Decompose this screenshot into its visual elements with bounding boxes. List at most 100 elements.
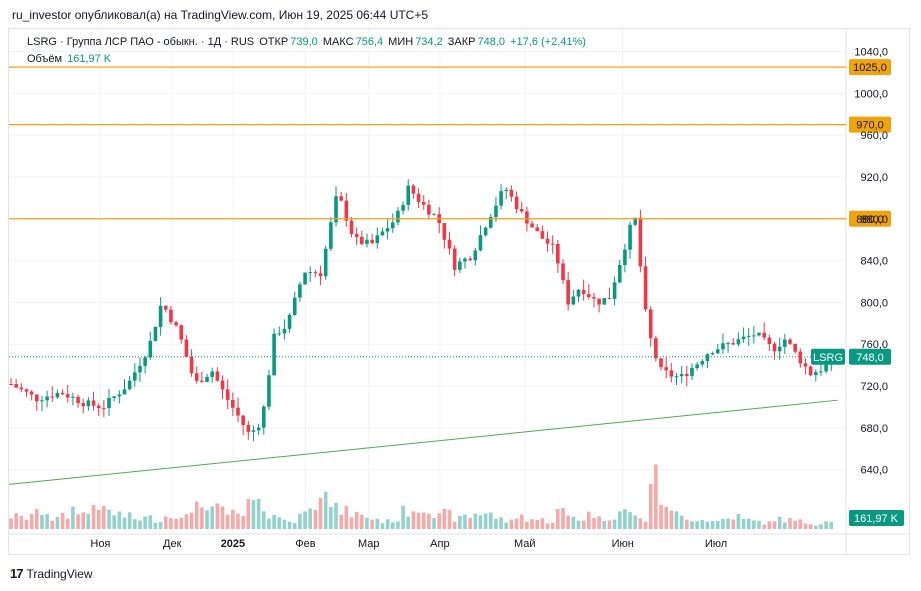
volume-bar xyxy=(705,521,710,529)
open-label: ОТКР xyxy=(259,36,289,48)
tradingview-logo-icon: 17 xyxy=(10,566,24,581)
volume-bar xyxy=(664,506,668,529)
volume-bar xyxy=(318,497,323,529)
candle-body xyxy=(169,309,173,323)
volume-bar xyxy=(638,518,643,529)
candle-body xyxy=(576,289,581,297)
candle-body xyxy=(107,397,111,409)
candle-body xyxy=(710,353,715,355)
candle-body xyxy=(803,363,808,367)
volume-bar xyxy=(65,518,70,529)
y-tick-label: 840,0 xyxy=(860,256,888,268)
candle-body xyxy=(777,346,782,352)
volume-bar xyxy=(633,515,638,529)
tradingview-logo[interactable]: 17 TradingView xyxy=(10,566,93,581)
volume-bar xyxy=(488,512,493,529)
volume-bar xyxy=(783,522,787,529)
price-chart[interactable]: 1025,0 970,0 880,0 LSRG 748,0 1040,0 1000,0 960… xyxy=(9,29,909,554)
chart-frame[interactable]: 1025,0 970,0 880,0 LSRG 748,0 1040,0 1000,0 960… xyxy=(8,28,910,555)
candle-body xyxy=(215,371,220,381)
volume-bar xyxy=(788,518,792,529)
volume-bar xyxy=(514,518,519,529)
volume-bar xyxy=(354,511,359,529)
candle-body xyxy=(488,216,493,228)
candle-body xyxy=(685,373,689,377)
candle-body xyxy=(654,338,658,359)
candle-body xyxy=(514,196,519,210)
candle-body xyxy=(561,263,565,281)
candle-body xyxy=(540,231,545,239)
x-tick-label: Фев xyxy=(295,538,315,550)
volume-bar xyxy=(220,506,225,529)
candle-body xyxy=(819,371,823,373)
volume-bar xyxy=(189,512,194,529)
candle-body xyxy=(354,234,359,237)
volume-bar xyxy=(545,523,550,529)
volume-bar xyxy=(215,503,220,529)
candle-body xyxy=(380,231,385,236)
volume-bar xyxy=(76,514,80,529)
x-tick-label: Апр xyxy=(430,538,449,550)
volume-bar xyxy=(35,509,39,529)
volume-bar xyxy=(690,521,694,529)
candle-body xyxy=(581,289,586,295)
candle-body xyxy=(659,358,663,368)
candle-body xyxy=(664,367,668,371)
candle-body xyxy=(35,394,39,402)
volume-bar xyxy=(463,514,467,529)
volume-bar xyxy=(525,521,529,529)
volume-bar xyxy=(267,518,271,529)
close-label: ЗАКР xyxy=(447,36,476,48)
volume-bar xyxy=(519,514,524,529)
candle-body xyxy=(65,394,70,398)
volume-bar xyxy=(396,521,400,529)
candle-body xyxy=(375,235,380,244)
candle-body xyxy=(334,196,338,223)
y-tick-label: 880,0 xyxy=(860,214,888,226)
y-tick-label: 680,0 xyxy=(860,423,888,435)
y-tick-label: 800,0 xyxy=(860,297,888,309)
candle-body xyxy=(272,333,276,376)
candle-body xyxy=(184,339,189,357)
candle-body xyxy=(231,399,235,408)
volume-bar xyxy=(179,517,184,529)
candle-body xyxy=(690,368,694,377)
volume-bar xyxy=(597,516,601,529)
volume-bar xyxy=(421,512,426,529)
candle-body xyxy=(102,408,106,410)
candle-body xyxy=(303,272,307,285)
volume-bar xyxy=(736,513,741,529)
volume-bar xyxy=(478,515,483,529)
candle-body xyxy=(50,396,55,398)
volume-bar xyxy=(256,498,261,529)
candle-body xyxy=(586,294,591,297)
volume-bar xyxy=(643,521,648,529)
candle-body xyxy=(473,250,478,261)
volume-bar xyxy=(282,519,287,529)
candle-body xyxy=(344,200,349,221)
candle-body xyxy=(752,335,756,337)
candle-body xyxy=(669,370,674,377)
candle-body xyxy=(746,335,751,337)
candle-body xyxy=(623,249,627,265)
x-tick-label: Мар xyxy=(358,538,380,550)
volume-bar xyxy=(9,518,13,529)
candle-body xyxy=(421,202,426,205)
candle-body xyxy=(798,351,803,364)
level-label: 970,0 xyxy=(856,120,884,132)
candle-body xyxy=(741,336,746,340)
volume-bar xyxy=(50,520,55,529)
volume-bar xyxy=(509,519,514,529)
volume-bar xyxy=(798,519,803,529)
volume-bar xyxy=(55,517,60,529)
volume-bar xyxy=(406,516,411,529)
volume-bar xyxy=(71,506,75,529)
volume-bar xyxy=(236,513,240,529)
volume-bar xyxy=(442,508,447,529)
volume-bar xyxy=(91,504,96,529)
volume-legend: Объём 161,97 K xyxy=(27,53,113,65)
candle-body xyxy=(29,391,34,395)
candle-body xyxy=(504,189,509,192)
level-badge xyxy=(849,59,891,76)
volume-bar xyxy=(261,511,266,529)
